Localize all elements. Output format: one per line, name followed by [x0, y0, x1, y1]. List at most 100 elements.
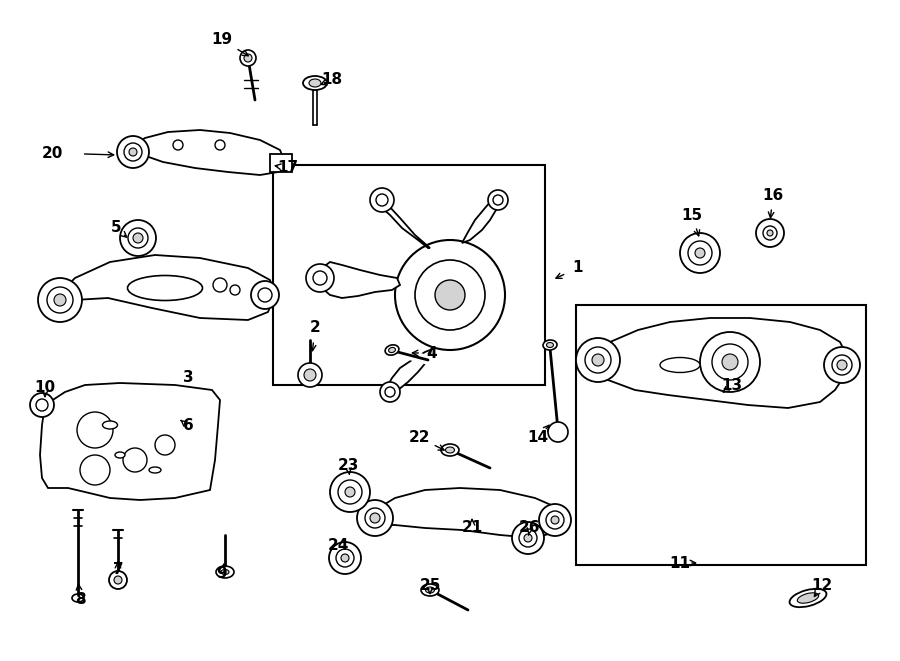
- Ellipse shape: [309, 79, 321, 87]
- Circle shape: [380, 382, 400, 402]
- Ellipse shape: [149, 467, 161, 473]
- Ellipse shape: [426, 587, 435, 593]
- Ellipse shape: [128, 276, 202, 301]
- Circle shape: [240, 50, 256, 66]
- Circle shape: [109, 571, 127, 589]
- Ellipse shape: [446, 447, 454, 453]
- Circle shape: [824, 347, 860, 383]
- Ellipse shape: [389, 348, 395, 352]
- Polygon shape: [388, 348, 435, 395]
- Circle shape: [129, 148, 137, 156]
- Circle shape: [756, 219, 784, 247]
- Bar: [270, 154, 292, 172]
- Ellipse shape: [103, 421, 118, 429]
- Circle shape: [837, 360, 847, 370]
- Circle shape: [80, 455, 110, 485]
- Ellipse shape: [72, 594, 84, 602]
- Text: 23: 23: [338, 457, 359, 473]
- Circle shape: [120, 220, 156, 256]
- Circle shape: [298, 363, 322, 387]
- Ellipse shape: [421, 584, 439, 596]
- Text: 20: 20: [41, 145, 63, 161]
- Text: 22: 22: [410, 430, 431, 446]
- Circle shape: [38, 278, 82, 322]
- Ellipse shape: [221, 570, 229, 574]
- Text: 3: 3: [183, 371, 194, 385]
- Circle shape: [330, 472, 370, 512]
- Text: 4: 4: [427, 346, 437, 360]
- Text: 17: 17: [277, 161, 299, 176]
- Circle shape: [304, 369, 316, 381]
- Text: 1: 1: [572, 260, 583, 276]
- Circle shape: [695, 248, 705, 258]
- Text: 7: 7: [112, 563, 123, 578]
- Circle shape: [592, 354, 604, 366]
- Text: 26: 26: [519, 520, 541, 535]
- Circle shape: [54, 294, 66, 306]
- Circle shape: [341, 554, 349, 562]
- Ellipse shape: [303, 76, 327, 90]
- Text: 2: 2: [310, 321, 320, 336]
- Ellipse shape: [543, 340, 557, 350]
- Text: 5: 5: [111, 221, 122, 235]
- Circle shape: [244, 54, 252, 62]
- Circle shape: [114, 576, 122, 584]
- Ellipse shape: [441, 444, 459, 456]
- Circle shape: [576, 338, 620, 382]
- Circle shape: [123, 448, 147, 472]
- Ellipse shape: [797, 593, 819, 603]
- Text: 11: 11: [670, 555, 690, 570]
- Circle shape: [551, 516, 559, 524]
- Circle shape: [700, 332, 760, 392]
- Text: 12: 12: [812, 578, 833, 592]
- Text: 8: 8: [75, 592, 86, 607]
- Polygon shape: [130, 130, 285, 175]
- Text: 16: 16: [762, 188, 784, 202]
- Text: 10: 10: [34, 381, 56, 395]
- Polygon shape: [40, 383, 220, 500]
- Circle shape: [30, 393, 54, 417]
- Polygon shape: [370, 488, 560, 538]
- Circle shape: [512, 522, 544, 554]
- Circle shape: [251, 281, 279, 309]
- Ellipse shape: [115, 452, 125, 458]
- Circle shape: [370, 188, 394, 212]
- Text: 14: 14: [527, 430, 549, 446]
- Circle shape: [539, 504, 571, 536]
- Text: 18: 18: [321, 73, 343, 87]
- Circle shape: [435, 280, 465, 310]
- Circle shape: [306, 264, 334, 292]
- Circle shape: [680, 233, 720, 273]
- Ellipse shape: [660, 358, 700, 373]
- Polygon shape: [52, 255, 275, 320]
- Polygon shape: [378, 195, 430, 248]
- Circle shape: [370, 513, 380, 523]
- Circle shape: [133, 233, 143, 243]
- Circle shape: [548, 422, 568, 442]
- Ellipse shape: [546, 342, 554, 348]
- Bar: [576, 305, 866, 565]
- Text: 25: 25: [419, 578, 441, 592]
- Text: 21: 21: [462, 520, 482, 535]
- Polygon shape: [318, 262, 400, 298]
- Text: 13: 13: [722, 377, 742, 393]
- Text: 24: 24: [328, 537, 348, 553]
- Circle shape: [117, 136, 149, 168]
- Circle shape: [722, 354, 738, 370]
- Polygon shape: [592, 318, 848, 408]
- Circle shape: [767, 230, 773, 236]
- Text: 9: 9: [217, 566, 228, 580]
- Text: 6: 6: [183, 418, 194, 434]
- Ellipse shape: [385, 345, 399, 355]
- Text: 19: 19: [212, 32, 232, 48]
- Circle shape: [488, 190, 508, 210]
- Bar: [273, 165, 545, 385]
- Ellipse shape: [789, 589, 826, 607]
- Circle shape: [77, 412, 113, 448]
- Circle shape: [357, 500, 393, 536]
- Circle shape: [524, 534, 532, 542]
- Circle shape: [155, 435, 175, 455]
- Circle shape: [329, 542, 361, 574]
- Ellipse shape: [216, 566, 234, 578]
- Polygon shape: [462, 198, 500, 243]
